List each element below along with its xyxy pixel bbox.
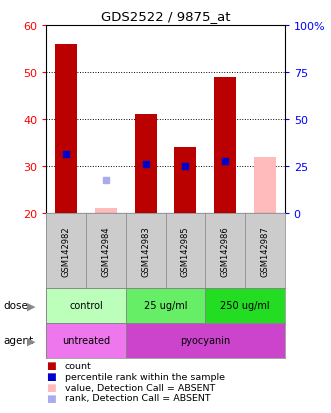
Bar [254,157,276,214]
Title: GDS2522 / 9875_at: GDS2522 / 9875_at [101,10,230,24]
Text: GSM142983: GSM142983 [141,225,150,276]
Text: count: count [65,361,91,370]
Bar [174,148,196,214]
Text: value, Detection Call = ABSENT: value, Detection Call = ABSENT [65,383,215,392]
Text: ▶: ▶ [27,301,36,311]
Text: ■: ■ [46,382,56,392]
Bar [214,78,236,214]
Text: rank, Detection Call = ABSENT: rank, Detection Call = ABSENT [65,394,210,402]
Text: 25 ug/ml: 25 ug/ml [144,301,187,311]
Bar [126,323,285,358]
Text: GSM142986: GSM142986 [220,225,230,276]
Text: GSM142982: GSM142982 [62,225,71,276]
Bar [126,288,205,323]
Bar [55,45,77,214]
Text: ■: ■ [46,361,56,370]
Text: percentile rank within the sample: percentile rank within the sample [65,372,224,381]
Text: GSM142987: GSM142987 [260,225,269,276]
Text: agent: agent [3,336,33,346]
Text: GSM142985: GSM142985 [181,225,190,276]
Bar [95,209,117,214]
Bar [46,288,126,323]
Text: pyocyanin: pyocyanin [180,336,230,346]
Bar [46,323,126,358]
Text: control: control [69,301,103,311]
Text: ■: ■ [46,393,56,403]
Text: dose: dose [3,301,28,311]
Bar [205,288,285,323]
Text: GSM142984: GSM142984 [101,225,111,276]
Text: 250 ug/ml: 250 ug/ml [220,301,270,311]
Text: untreated: untreated [62,336,110,346]
Bar [135,115,157,214]
Text: ■: ■ [46,371,56,381]
Text: ▶: ▶ [27,336,36,346]
